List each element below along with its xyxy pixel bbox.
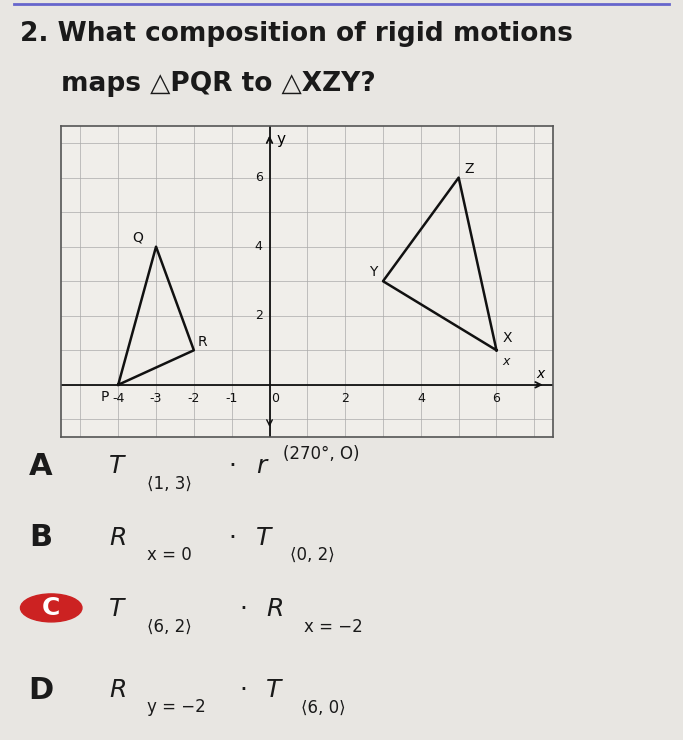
Text: maps △PQR to △XZY?: maps △PQR to △XZY? [61, 71, 376, 97]
Text: 2. What composition of rigid motions: 2. What composition of rigid motions [20, 21, 573, 47]
Text: -1: -1 [225, 391, 238, 405]
Text: ·: · [229, 526, 237, 550]
Text: ·: · [239, 679, 247, 702]
Text: T: T [266, 679, 281, 702]
Text: 4: 4 [417, 391, 425, 405]
Text: x = −2: x = −2 [304, 618, 363, 636]
Text: T: T [109, 454, 124, 479]
Text: ·: · [229, 454, 237, 479]
Text: -2: -2 [188, 391, 200, 405]
Text: Q: Q [132, 231, 143, 245]
Text: C: C [42, 596, 60, 620]
Text: x: x [536, 366, 544, 380]
Text: R: R [109, 679, 126, 702]
Text: 4: 4 [255, 240, 263, 253]
Text: y: y [277, 132, 285, 147]
Text: ⟨6, 0⟩: ⟨6, 0⟩ [301, 699, 345, 716]
Text: R: R [197, 334, 207, 349]
Text: -4: -4 [112, 391, 124, 405]
Text: 6: 6 [492, 391, 501, 405]
Text: P: P [100, 390, 109, 404]
Text: 2: 2 [342, 391, 349, 405]
Circle shape [20, 594, 82, 622]
Text: 6: 6 [255, 171, 263, 184]
Text: ⟨1, 3⟩: ⟨1, 3⟩ [147, 474, 192, 493]
Text: T: T [109, 597, 124, 622]
Text: 0: 0 [271, 391, 279, 405]
Text: y = −2: y = −2 [147, 699, 206, 716]
Text: D: D [29, 676, 53, 704]
Text: 2: 2 [255, 309, 263, 322]
Text: ⟨6, 2⟩: ⟨6, 2⟩ [147, 618, 192, 636]
Text: -3: -3 [150, 391, 163, 405]
Text: ·: · [239, 597, 247, 622]
Text: r: r [256, 454, 266, 479]
Text: R: R [266, 597, 283, 622]
Text: Y: Y [369, 266, 377, 280]
Text: A: A [29, 452, 53, 481]
Text: x: x [502, 355, 510, 369]
Text: R: R [109, 526, 126, 550]
Text: X: X [502, 331, 512, 345]
Text: x = 0: x = 0 [147, 546, 192, 564]
Text: (270°, O): (270°, O) [283, 445, 360, 463]
Text: T: T [256, 526, 271, 550]
Text: ⟨0, 2⟩: ⟨0, 2⟩ [290, 546, 335, 564]
Text: Z: Z [464, 162, 474, 176]
Text: B: B [29, 523, 53, 553]
